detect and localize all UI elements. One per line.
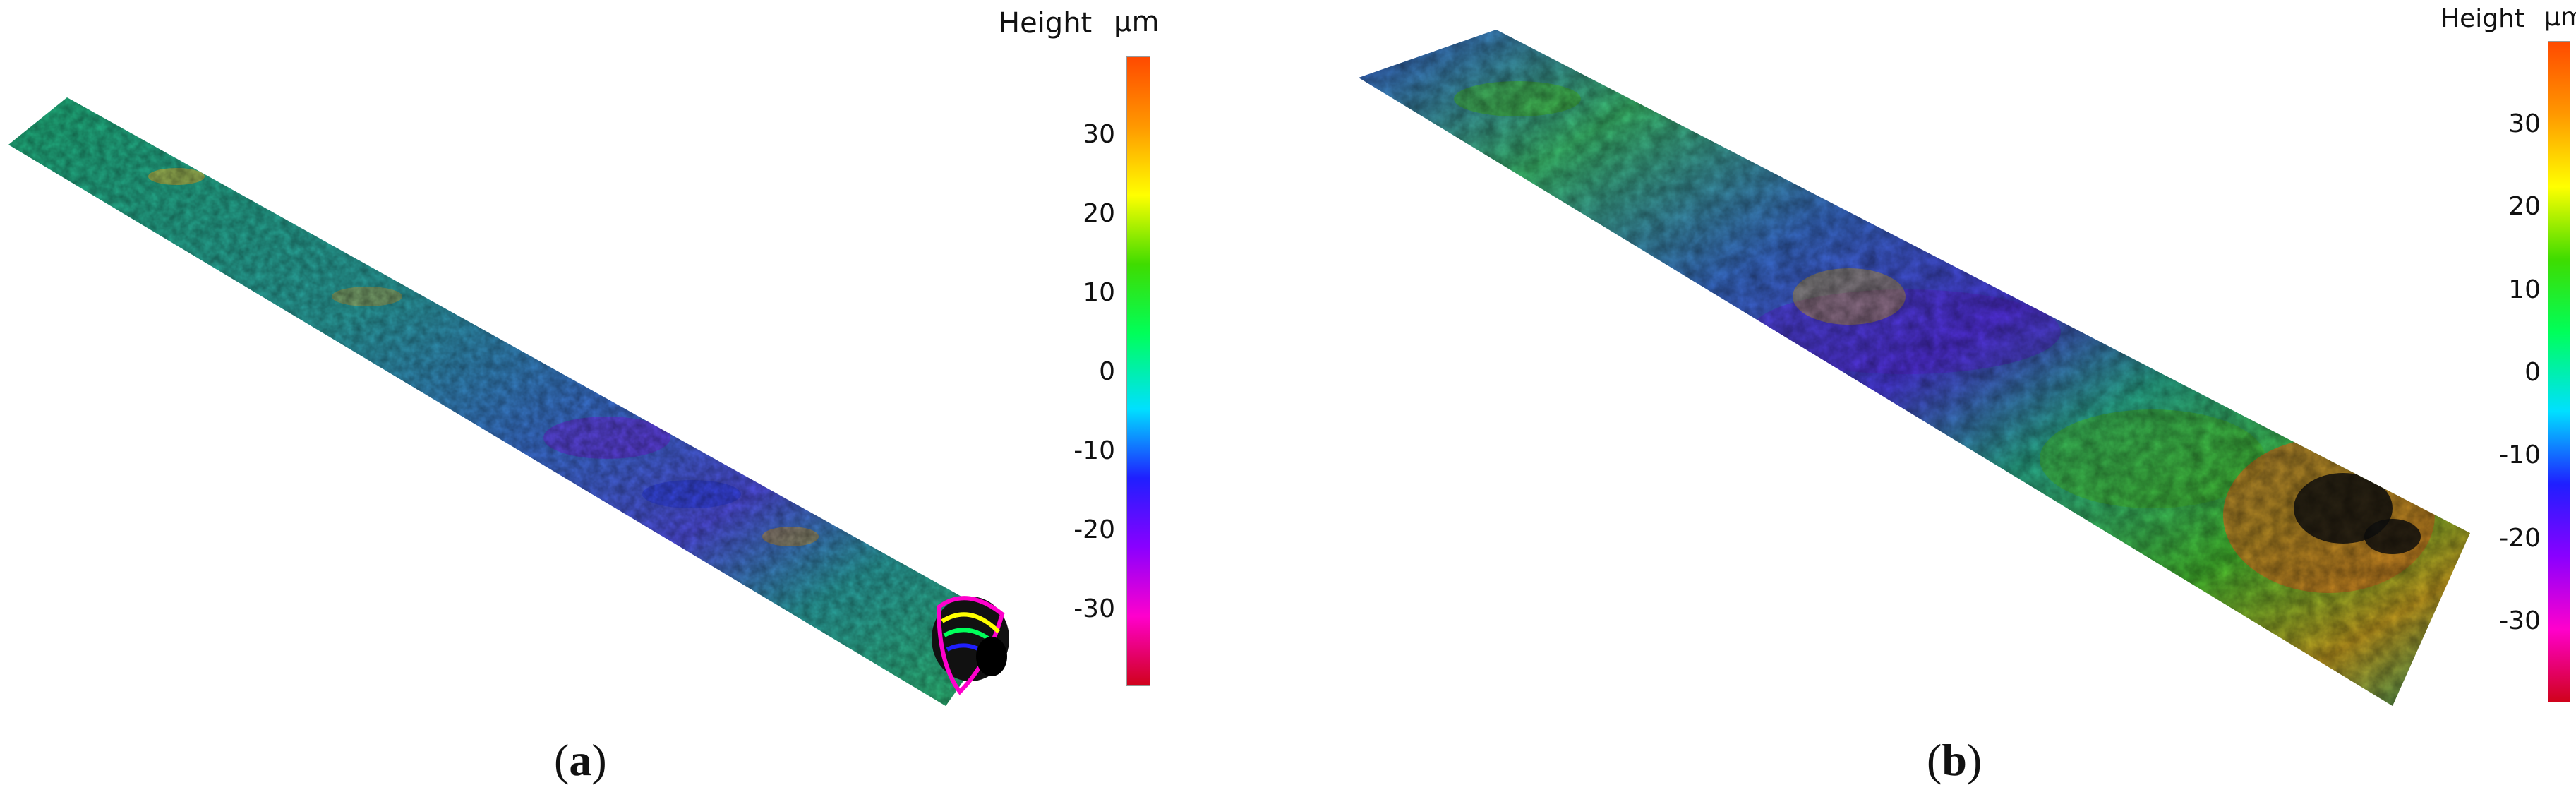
panel-a-tick-label: 0 bbox=[1099, 357, 1115, 386]
panel-a-caption: (a) bbox=[554, 735, 607, 785]
panel-a-surface-image bbox=[8, 97, 1009, 706]
panel-a-strip bbox=[8, 97, 1009, 706]
panel-b-legend-title: Height bbox=[2440, 4, 2525, 33]
panel-a-legend-unit: µm bbox=[1114, 6, 1160, 38]
panel-b-tick-label: -30 bbox=[2499, 606, 2541, 635]
panel-b-legend-unit: µm bbox=[2544, 3, 2576, 32]
panel-b-caption: (b) bbox=[1927, 735, 1982, 785]
panel-a-tick-label: -20 bbox=[1073, 515, 1115, 544]
panel-b-tick-label: -20 bbox=[2499, 524, 2541, 553]
panel-b-tick-label: 10 bbox=[2508, 275, 2541, 304]
panel-b-tick-label: 20 bbox=[2508, 192, 2541, 221]
panel-b-colorbar bbox=[2548, 41, 2570, 702]
panel-a-tick-label: -30 bbox=[1073, 594, 1115, 623]
panel-a-tick-label: 30 bbox=[1083, 120, 1115, 149]
panel-a-end-hole bbox=[932, 596, 1009, 695]
panel-a-tick-label: -10 bbox=[1073, 436, 1115, 465]
panel-a-tick-label: 20 bbox=[1083, 199, 1115, 228]
panel-a-colorbar bbox=[1126, 56, 1150, 686]
panel-a-legend-title: Height bbox=[999, 7, 1093, 40]
panel-b-tick-label: -10 bbox=[2499, 441, 2541, 469]
panel-b-tick-label: 0 bbox=[2524, 358, 2541, 387]
panel-b-tick-label: 30 bbox=[2508, 109, 2541, 138]
panel-a-tick-label: 10 bbox=[1083, 278, 1115, 307]
panel-b-strip bbox=[1359, 30, 2470, 706]
